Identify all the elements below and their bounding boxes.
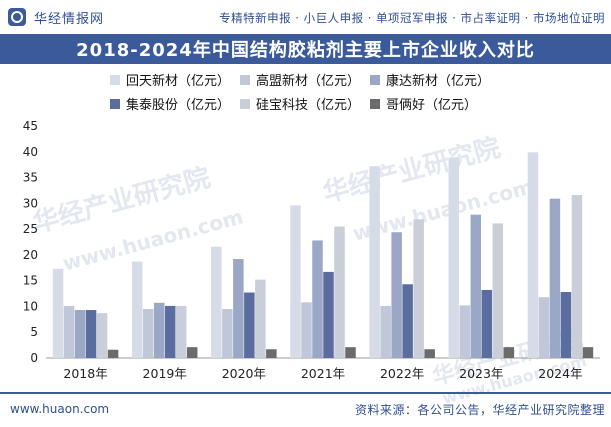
footer-website[interactable]: www.huaon.com [10,402,110,416]
legend-label: 高盟新材（亿元） [256,74,361,89]
bar [369,166,380,358]
bar [255,279,266,358]
bar [538,297,550,358]
bar [571,195,583,358]
bar [290,205,301,358]
chart-labels: 0 5 10 15 20 25 30 35 40 45 2018年 2019年 2020年 2021年 20… [23,119,583,381]
service-tagline: 专精特新申报 · 小巨人申报 · 单项冠军申报 · 市占率证明 · 市场地位证明 [219,11,605,25]
bar [345,347,356,358]
legend-label: 硅宝科技（亿元） [256,98,361,113]
bar [391,232,402,358]
x-tick-label: 2022年 [380,366,424,381]
legend-swatch [110,98,120,109]
legend-swatch [240,74,250,85]
bar [211,246,222,358]
footer: www.huaon.com 资料来源：各公司公告，华经产业研究院整理 [0,392,611,424]
bar [266,349,277,358]
bar [380,305,391,358]
bar [131,261,143,358]
bar [402,284,413,358]
chart-bars [52,152,594,358]
y-tick-label: 20 [23,248,38,262]
bar [96,313,108,358]
x-tick-label: 2019年 [143,366,187,381]
x-tick-label: 2021年 [301,366,345,381]
brand-logo-icon [8,8,26,26]
legend-swatch [370,98,380,109]
x-tick-label: 2023年 [459,366,503,381]
bar [52,268,64,358]
bar [74,310,86,358]
bar [85,310,97,358]
bar [233,259,244,358]
bar [153,302,165,358]
legend-swatch [240,98,250,109]
bar [107,349,119,358]
footer-source: 资料来源：各公司公告，华经产业研究院整理 [354,403,605,417]
legend-swatch [110,74,120,85]
y-tick-label: 30 [23,196,38,210]
y-tick-label: 40 [23,145,38,159]
x-tick-label: 2020年 [222,366,266,381]
bar [582,347,594,358]
bar [312,240,323,358]
bar [470,214,482,358]
legend-item: 康达新材（亿元） [370,70,490,89]
legend-item: 集泰股份（亿元） [110,94,230,113]
bar [448,157,460,358]
bar [142,309,154,358]
legend-label: 哥俩好（亿元） [386,98,478,113]
legend-swatch [370,74,380,85]
y-tick-label: 0 [30,351,38,365]
brand-name: 华经情报网 [34,11,105,27]
brand-logo[interactable]: 华经情报网 [8,8,105,27]
bar [301,302,312,358]
bar [244,292,255,358]
bar [549,198,561,358]
chart-title: 2018-2024年中国结构胶粘剂主要上市企业收入对比 [76,40,535,61]
bar [527,152,539,358]
bar [459,305,471,358]
bar [222,309,233,358]
top-bar: 华经情报网 专精特新申报 · 小巨人申报 · 单项冠军申报 · 市占率证明 · … [0,0,611,34]
y-tick-label: 25 [23,222,38,236]
bar [492,223,504,358]
title-bar: 2018-2024年中国结构胶粘剂主要上市企业收入对比 [0,34,611,64]
x-tick-label: 2024年 [538,366,582,381]
legend-label: 回天新材（亿元） [126,74,231,89]
legend-item: 高盟新材（亿元） [240,70,360,89]
bar [503,347,515,358]
y-tick-label: 15 [23,274,38,288]
y-tick-label: 10 [23,299,38,313]
bar [560,292,572,358]
legend-label: 康达新材（亿元） [386,74,491,89]
bar [413,219,424,358]
bar [323,271,334,358]
bar [164,305,176,358]
y-tick-label: 5 [30,325,38,339]
legend-item: 哥俩好（亿元） [370,94,477,113]
legend-label: 集泰股份（亿元） [126,98,231,113]
y-tick-label: 45 [23,119,38,133]
bar [186,347,198,358]
bar [63,305,75,358]
bar [334,226,345,358]
x-tick-label: 2018年 [63,366,107,381]
bar [424,349,435,358]
legend-item: 回天新材（亿元） [110,70,230,89]
y-tick-label: 35 [23,171,38,185]
bar [481,289,493,358]
legend-item: 硅宝科技（亿元） [240,94,360,113]
bar [175,305,187,358]
